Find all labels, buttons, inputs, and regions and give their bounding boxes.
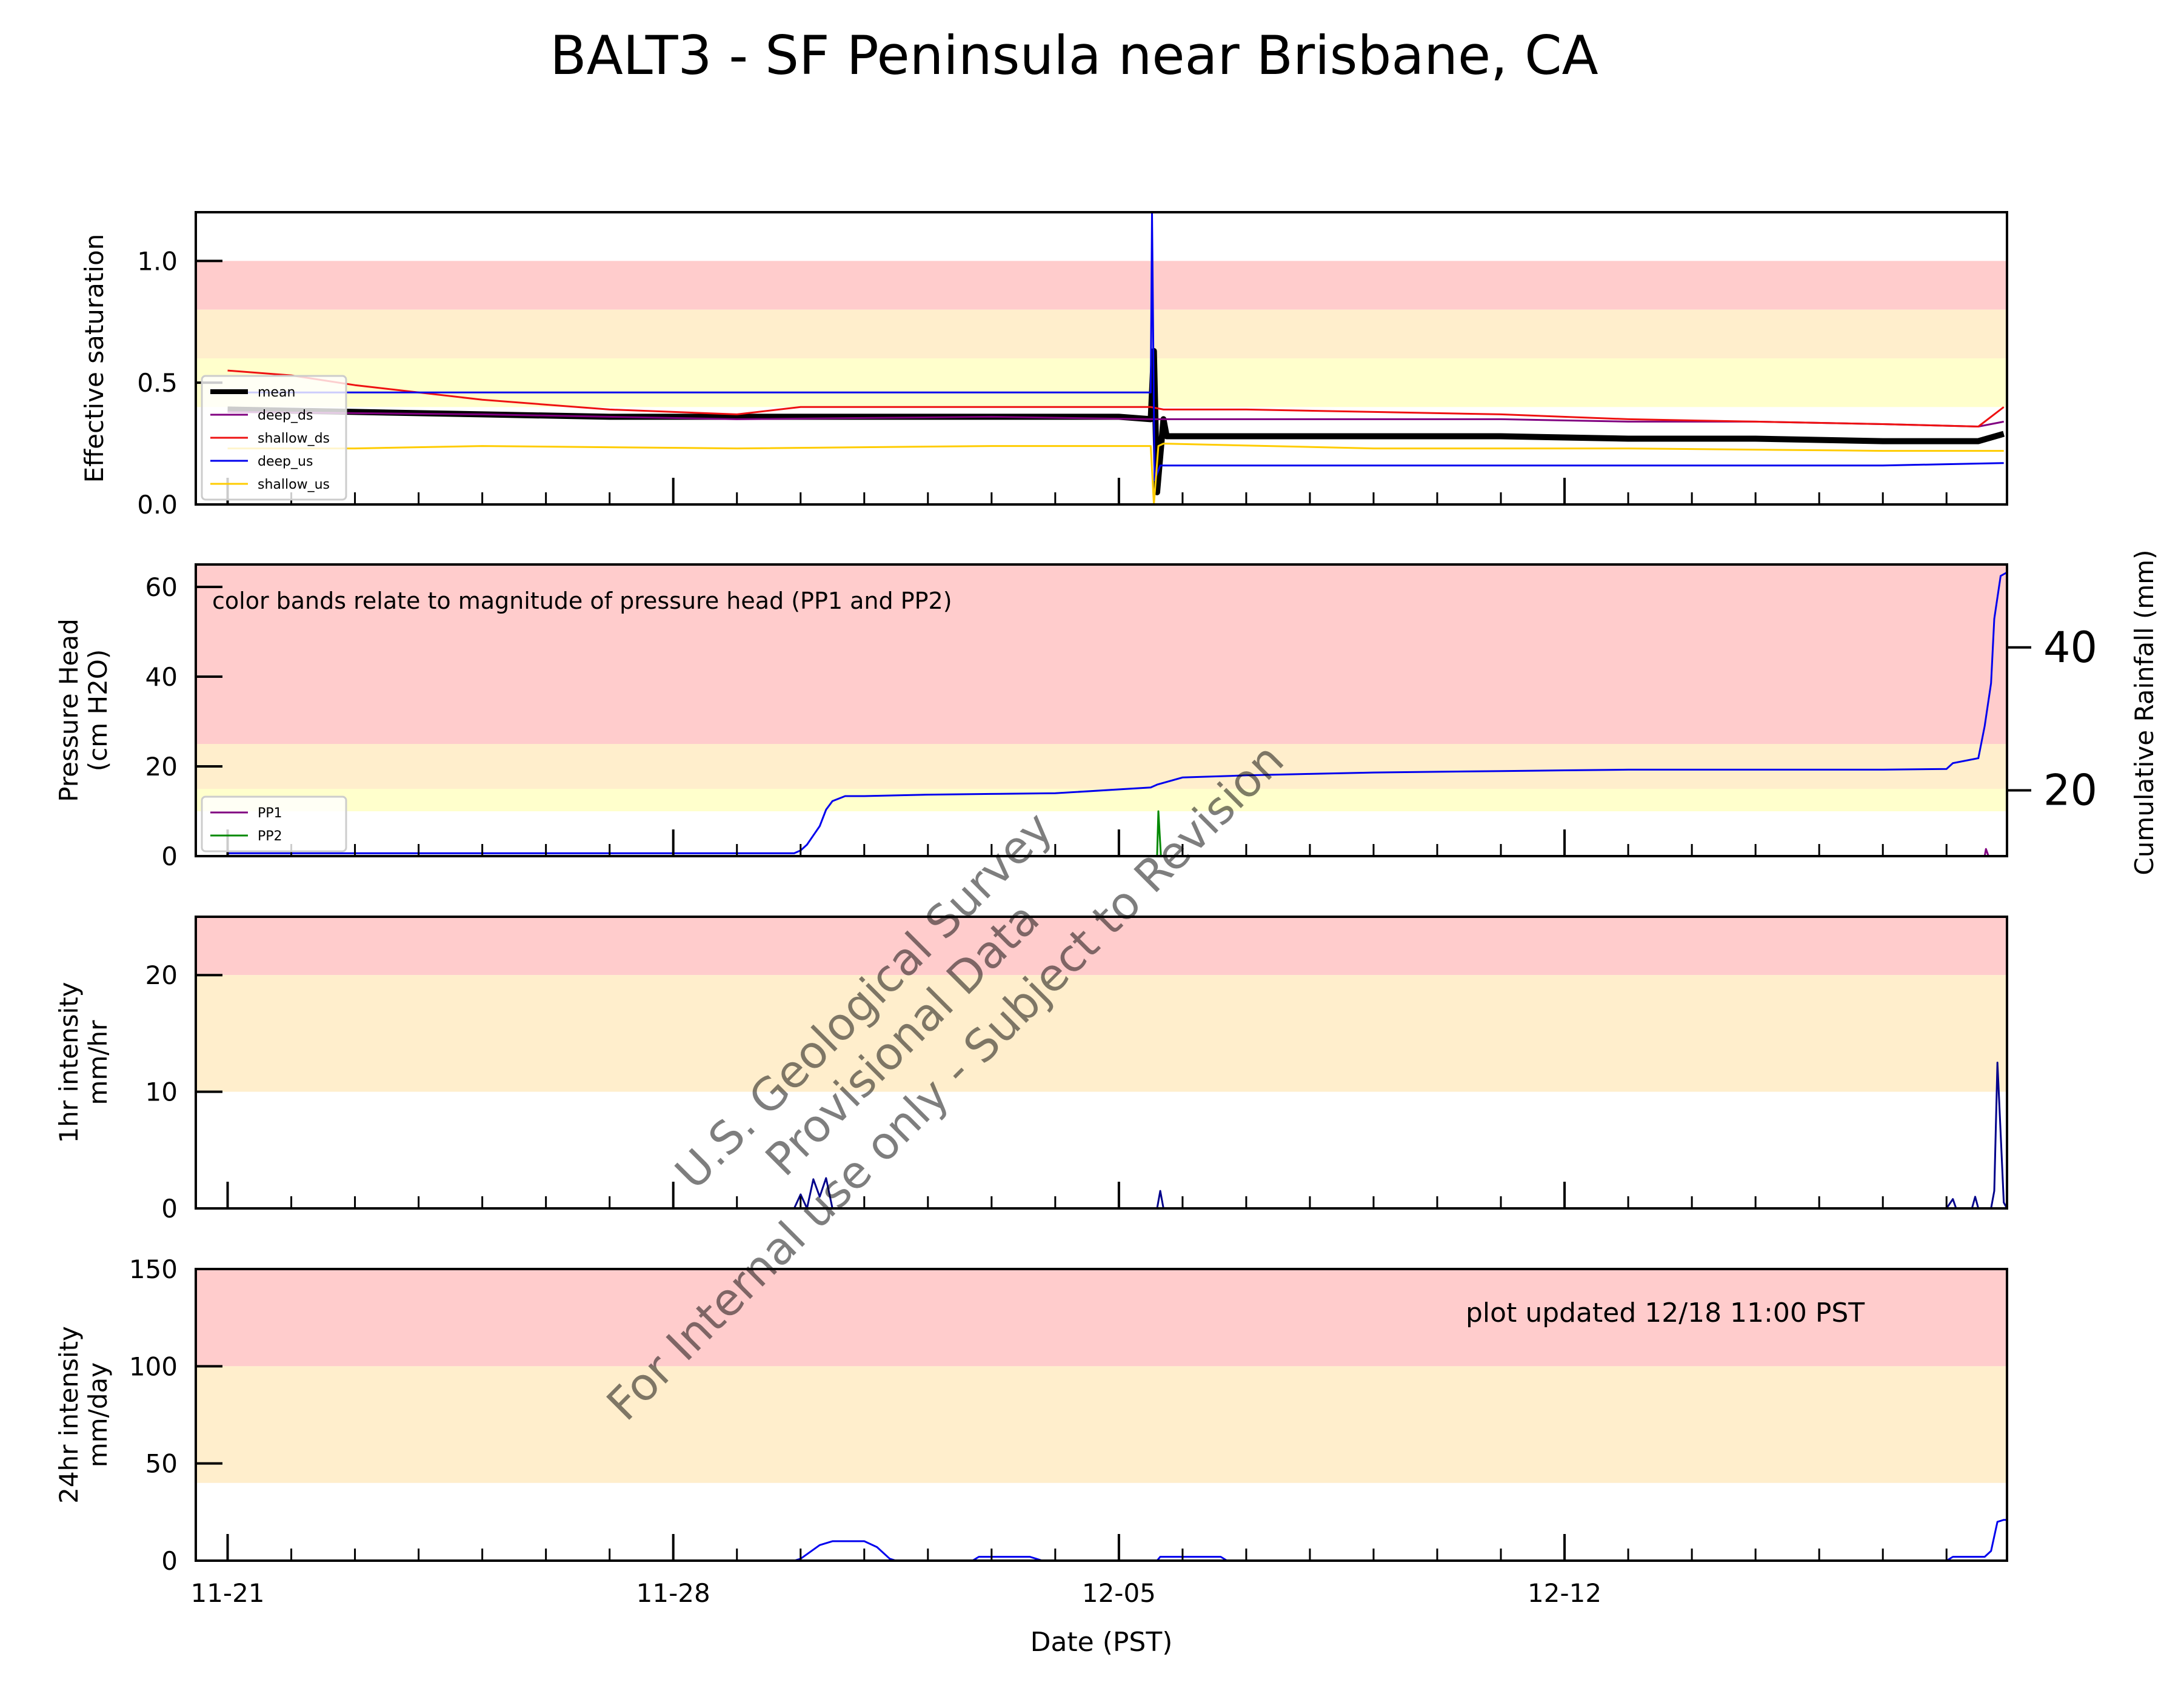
threshold-band-2 (196, 358, 2007, 407)
series-line-pp1 (1983, 848, 1989, 856)
threshold-band-1 (196, 744, 2007, 789)
threshold-band-0 (196, 564, 2007, 744)
y-tick-label: 0 (161, 842, 178, 871)
y-axis-label: 1hr intensity (54, 982, 84, 1143)
series-line-24hr-intensity (227, 1519, 2007, 1561)
saturation-panel: 0.0 0.5 1.0 Effective saturation mean deep_ds… (79, 211, 2008, 520)
y-tick-label: 1.0 (137, 246, 178, 276)
y-tick-label: 60 (145, 572, 178, 602)
axes-frame (195, 1268, 2008, 1562)
y-tick-label: 150 (129, 1254, 178, 1284)
threshold-band-0 (196, 261, 2007, 310)
legend-entry: PP1 (258, 806, 282, 821)
legend-entry: deep_ds (258, 408, 313, 423)
threshold-band-2 (196, 789, 2007, 811)
y-axis-label: 24hr intensity (54, 1326, 84, 1504)
daily-intensity-panel: 0 50 100 150 24hr intensity mm/day 11-21 11-28 1… (54, 1254, 2008, 1608)
legend-entry: deep_us (258, 454, 313, 469)
y2-axis-label: Cumulative Rainfall (mm) (2129, 549, 2159, 875)
y-tick-label: 20 (145, 752, 178, 782)
legend-entry: mean (258, 385, 295, 400)
y-tick-label: 0 (161, 1194, 178, 1224)
plot-updated-note: plot updated 12/18 11:00 PST (1466, 1298, 1865, 1328)
series-line-shallow-us (227, 443, 2004, 504)
y-axis-label: mm/day (83, 1362, 113, 1467)
legend-entry: shallow_us (258, 477, 330, 492)
threshold-band-0 (196, 1269, 2007, 1367)
y-axis-label: (cm H2O) (83, 649, 113, 772)
y-axis-label: mm/hr (83, 1020, 113, 1105)
chart-title: BALT3 - SF Peninsula near Brisbane, CA (550, 24, 1598, 87)
x-tick-label: 11-21 (190, 1578, 264, 1608)
plot-area (227, 1062, 2007, 1208)
legend-box (201, 375, 347, 501)
y-tick-label: 20 (145, 960, 178, 990)
x-axis-label: Date (PST) (1030, 1627, 1173, 1658)
legend-entry: PP2 (258, 829, 282, 844)
plot-area (227, 212, 2005, 504)
legend-entry: shallow_ds (258, 431, 330, 446)
y2-tick-label: 20 (2043, 766, 2097, 816)
hourly-intensity-panel: 0 10 20 1hr intensity mm/hr (54, 916, 2008, 1224)
y-axis-label: Effective saturation (79, 234, 109, 483)
pressure-panel: 0 20 40 60 Pressure Head (cm H2O) 20 40 Cumulati… (54, 549, 2159, 875)
series-line-shallow-ds (227, 369, 2005, 427)
series-line-cumulative-rainfall (227, 571, 2007, 854)
plot-area (227, 571, 2007, 856)
series-line-pp2 (1156, 810, 1162, 856)
y-tick-label: 0.5 (137, 368, 178, 398)
y-tick-label: 0.0 (137, 490, 178, 520)
x-tick-label: 12-05 (1082, 1578, 1156, 1608)
y-tick-label: 0 (161, 1546, 178, 1576)
axes-frame (195, 211, 2008, 506)
y-tick-label: 100 (129, 1351, 178, 1381)
plot-area (227, 1519, 2007, 1561)
axes-frame (195, 916, 2008, 1210)
threshold-band-1 (196, 309, 2007, 358)
legend-box (201, 795, 347, 852)
y-axis-label: Pressure Head (54, 618, 84, 802)
band-annotation: color bands relate to magnitude of press… (212, 588, 952, 614)
y-tick-label: 50 (145, 1449, 178, 1479)
axes-frame (195, 563, 2008, 857)
y-tick-label: 10 (145, 1077, 178, 1107)
threshold-band-1 (196, 1366, 2007, 1483)
y2-tick-label: 40 (2043, 623, 2097, 672)
y-tick-label: 40 (145, 662, 178, 692)
x-tick-label: 11-28 (636, 1578, 710, 1608)
x-tick-label: 12-12 (1528, 1578, 1601, 1608)
series-line-deep-us (227, 212, 2004, 481)
threshold-band-0 (196, 917, 2007, 976)
series-line-1hr-intensity (227, 1062, 2007, 1208)
threshold-band-1 (196, 975, 2007, 1092)
